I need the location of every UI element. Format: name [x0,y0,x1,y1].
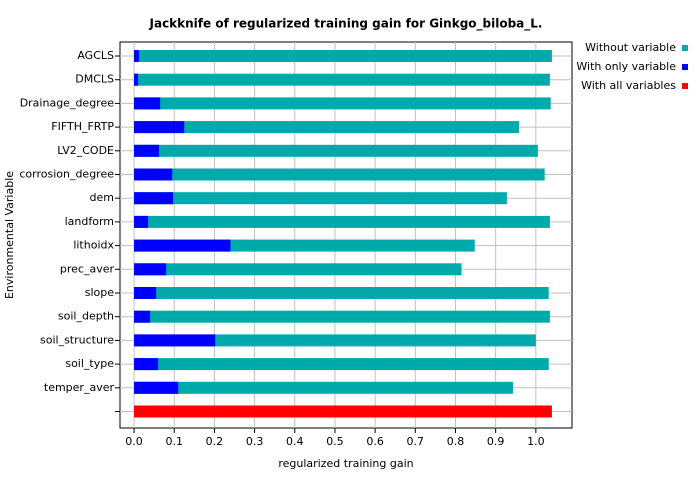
legend-swatch [682,83,688,89]
legend-swatch [682,45,688,51]
bar [134,215,550,228]
y-axis-label: Environmental Variable [3,171,16,299]
y-tick-label: prec_aver [60,262,115,275]
y-tick-label: soil_type [65,357,114,370]
bar [134,239,231,252]
x-tick-label: 0.1 [165,435,183,448]
bar [134,334,216,347]
bar [134,381,513,394]
bar [134,121,519,134]
y-tick-label: DMCLS [75,73,114,86]
y-tick-label: soil_structure [40,333,114,346]
legend-swatch [682,64,688,70]
bar [134,263,167,276]
y-tick-label: slope [85,286,114,299]
bar [134,121,185,134]
bar [134,358,549,371]
x-tick-label: 0.2 [206,435,224,448]
bar [134,168,545,181]
bar [134,381,179,394]
bar [134,215,149,228]
y-tick-label: corrosion_degree [19,168,114,181]
x-tick-label: 0.4 [286,435,304,448]
x-tick-label: 0.8 [447,435,465,448]
bar [134,192,507,205]
bar [134,97,161,110]
y-tick-label: dem [90,191,114,204]
bar [134,263,462,276]
x-tick-label: 0.5 [326,435,344,448]
y-tick-label: temper_aver [44,381,115,394]
y-tick-label: landform [65,215,114,228]
bar [134,73,139,86]
bar [134,287,549,299]
plot-frame [119,41,573,429]
bar [134,73,550,86]
y-tick-label: soil_depth [58,310,114,323]
bar [134,405,552,418]
legend-label: Without variable [585,41,676,54]
y-tick-label: Drainage_degree [20,96,115,109]
x-tick-label: 0.3 [246,435,264,448]
chart-title: Jackknife of regularized training gain f… [149,17,543,32]
x-tick-label: 0.7 [407,435,425,448]
y-tick-label: FIFTH_FRTP [51,120,114,133]
bar [134,310,151,323]
bar [134,310,550,323]
bar [134,144,159,157]
x-axis-label: regularized training gain [278,457,413,470]
legend-label: With only variable [576,60,676,73]
y-tick-label: lithoidx [73,239,114,252]
x-tick-label: 0.0 [125,435,143,448]
bar [134,192,174,205]
bar [134,287,157,299]
bar [134,358,159,371]
bar [134,144,538,157]
x-tick-label: 0.9 [487,435,505,448]
x-tick-label: 1.0 [527,435,545,448]
y-tick-label: AGCLS [77,49,114,62]
bar [134,168,173,181]
legend-label: With all variables [581,79,676,92]
bar [134,97,551,110]
bar [134,50,139,62]
bar [134,50,552,62]
bar [134,334,536,347]
y-tick-label: LV2_CODE [57,144,114,157]
x-tick-label: 0.6 [366,435,384,448]
